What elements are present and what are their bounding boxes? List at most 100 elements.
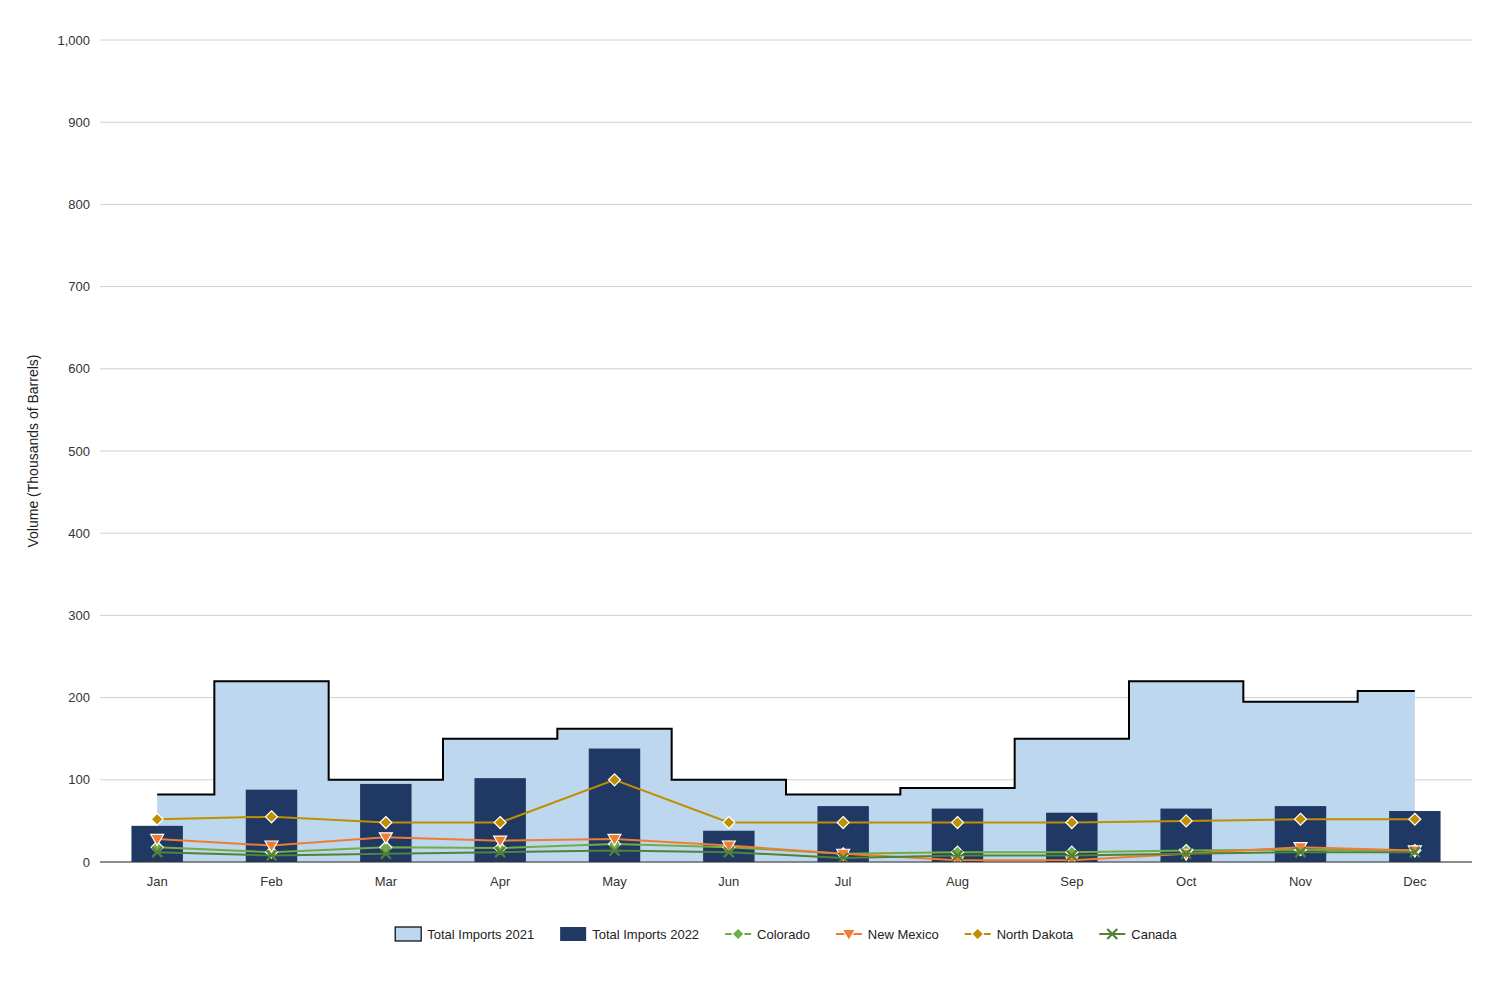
y-tick-label: 100 <box>68 772 90 787</box>
marker <box>151 813 163 825</box>
marker <box>1181 849 1191 859</box>
marker <box>837 817 849 829</box>
marker <box>608 834 621 845</box>
legend-item: New Mexico <box>836 927 939 942</box>
x-tick-label: Apr <box>490 874 511 889</box>
marker <box>1295 813 1307 825</box>
legend-label: North Dakota <box>997 927 1074 942</box>
marker <box>266 811 278 823</box>
x-tick-label: Sep <box>1060 874 1083 889</box>
marker <box>723 817 735 829</box>
marker <box>380 817 392 829</box>
legend-marker <box>842 929 855 940</box>
line <box>157 837 1415 860</box>
y-tick-label: 500 <box>68 444 90 459</box>
y-tick-label: 400 <box>68 526 90 541</box>
bar <box>131 826 182 862</box>
legend-label: Total Imports 2022 <box>592 927 699 942</box>
x-tick-label: Dec <box>1403 874 1427 889</box>
marker <box>1180 815 1192 827</box>
marker <box>494 817 506 829</box>
line <box>157 780 1415 823</box>
marker <box>1066 817 1078 829</box>
y-tick-label: 300 <box>68 608 90 623</box>
legend-item: Canada <box>1099 927 1177 942</box>
marker <box>494 836 507 847</box>
grid <box>100 40 1472 862</box>
series-bar <box>131 749 1440 862</box>
x-tick-label: Nov <box>1289 874 1313 889</box>
series-line <box>151 774 1421 829</box>
marker <box>267 850 277 860</box>
grid-line <box>100 204 1472 205</box>
grid-line <box>100 368 1472 369</box>
x-tick-label: Oct <box>1176 874 1197 889</box>
legend-label: Canada <box>1131 927 1177 942</box>
marker <box>151 834 164 845</box>
bar <box>932 809 983 862</box>
grid-line <box>100 615 1472 616</box>
legend-item: Total Imports 2021 <box>395 927 534 942</box>
legend-item: North Dakota <box>965 927 1074 942</box>
marker <box>724 847 734 857</box>
bar <box>474 778 525 862</box>
legend-label: Colorado <box>757 927 810 942</box>
marker <box>381 849 391 859</box>
legend-marker <box>1107 929 1117 939</box>
grid-line <box>100 122 1472 123</box>
y-tick-label: 800 <box>68 197 90 212</box>
marker <box>495 847 505 857</box>
y-tick-label: 700 <box>68 279 90 294</box>
bar <box>1275 806 1326 862</box>
x-tick-label: Aug <box>946 874 969 889</box>
y-tick-label: 900 <box>68 115 90 130</box>
y-tick-label: 600 <box>68 361 90 376</box>
x-tick-label: Jun <box>718 874 739 889</box>
legend-swatch <box>395 927 421 941</box>
legend-marker <box>972 928 984 940</box>
x-tick-label: Jan <box>147 874 168 889</box>
marker <box>1409 813 1421 825</box>
marker <box>1410 847 1420 857</box>
legend-marker <box>732 928 744 940</box>
x-tick-label: Mar <box>375 874 398 889</box>
grid-line <box>100 533 1472 534</box>
x-tick-label: Feb <box>260 874 282 889</box>
y-tick-label: 0 <box>83 855 90 870</box>
marker <box>379 833 392 844</box>
line <box>157 850 1415 857</box>
y-axis-label: Volume (Thousands of Barrels) <box>25 355 41 548</box>
grid-line <box>100 451 1472 452</box>
grid-line <box>100 862 1472 863</box>
legend-swatch <box>560 927 586 941</box>
marker <box>1296 847 1306 857</box>
legend-label: New Mexico <box>868 927 939 942</box>
marker <box>953 850 963 860</box>
chart: 0 100 200 300 400 500 600 700 800 900 1,000 Volume … <box>0 0 1512 1002</box>
x-tick-label: Jul <box>835 874 852 889</box>
grid-line <box>100 40 1472 41</box>
y-tick-label: 200 <box>68 690 90 705</box>
series-line <box>151 833 1422 862</box>
marker <box>152 847 162 857</box>
marker <box>609 774 621 786</box>
legend: Total Imports 2021 Total Imports 2022 Colo… <box>395 927 1177 942</box>
marker <box>1067 850 1077 860</box>
marker <box>722 841 735 852</box>
legend-item: Total Imports 2022 <box>560 927 699 942</box>
series-area <box>157 681 1415 862</box>
legend-item: Colorado <box>725 927 810 942</box>
marker <box>838 853 848 862</box>
area-fill <box>157 681 1415 862</box>
marker <box>610 845 620 855</box>
x-axis-line <box>100 862 1472 863</box>
grid-line <box>100 286 1472 287</box>
x-tick-label: May <box>602 874 627 889</box>
y-tick-label: 1,000 <box>57 33 90 48</box>
plot-area <box>131 681 1440 862</box>
area-line <box>157 681 1415 794</box>
series-line <box>151 838 1421 860</box>
legend-label: Total Imports 2021 <box>427 927 534 942</box>
marker <box>1409 844 1421 856</box>
series-line <box>152 845 1420 862</box>
